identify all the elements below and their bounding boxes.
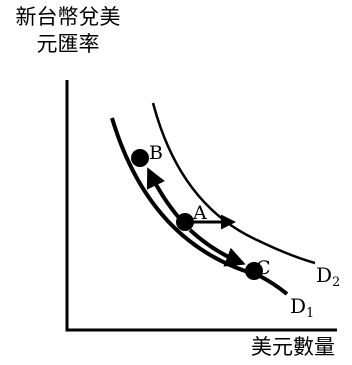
y-axis-label: 新台幣兌美 元匯率 [8,4,128,58]
y-axis-label-line2: 元匯率 [36,32,100,56]
axes-lines [65,80,337,332]
y-axis-label-line1: 新台幣兌美 [15,5,121,29]
point-b-label: B [149,142,163,164]
point-c [245,262,263,280]
curve-d2-label: D2 [316,263,340,290]
demand-curve-d1 [110,117,289,296]
point-a-label: A [192,202,207,224]
x-axis-label: 美元數量 [251,335,335,359]
curve-d1-letter: D [290,294,306,318]
curve-d1-label: D1 [290,294,314,321]
demand-curve-d2 [151,102,316,265]
curve-d2-subscript: 2 [332,275,340,290]
curve-d1-subscript: 1 [306,306,314,321]
arrow-a-to-c [188,228,246,267]
curve-d2-letter: D [316,263,332,287]
arrow-a-to-b [146,167,182,221]
point-c-label: C [256,257,271,279]
point-a [176,213,194,231]
point-b [131,149,149,167]
